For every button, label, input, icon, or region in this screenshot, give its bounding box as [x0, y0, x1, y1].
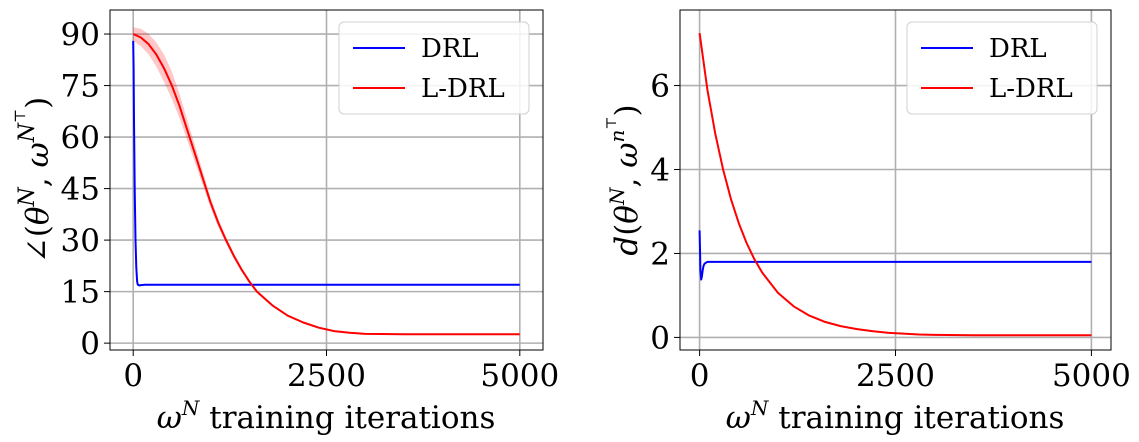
y-tick-label: 0 [650, 320, 670, 356]
series-lines [698, 32, 1092, 337]
x-label-omega: ω [726, 400, 751, 436]
y-tick-label: 30 [61, 223, 100, 259]
x-label-rest: training iterations [199, 400, 495, 436]
ticks: 0 2500 5000 0 15 30 45 60 75 90 [61, 17, 560, 394]
y-tick-label: 90 [61, 17, 100, 53]
legend: DRL L-DRL [906, 21, 1098, 115]
y-label-sup2: N [15, 122, 40, 143]
series-line-drl [132, 40, 520, 287]
x-tick-label: 5000 [1052, 358, 1131, 394]
y-axis-label: d(θN, ωn⊤) [604, 104, 645, 255]
legend-box [338, 21, 530, 115]
y-label-omega: ω [20, 142, 56, 167]
y-label-comma: , [20, 168, 56, 188]
x-label-omega: ω [157, 400, 182, 436]
y-tick-label: 60 [61, 120, 100, 156]
x-axis-label: ωN training iterations [157, 396, 496, 436]
legend-box [906, 21, 1098, 115]
x-label-sup: N [181, 396, 201, 420]
y-tick-label: 2 [650, 236, 670, 272]
ticks: 0 2500 5000 0 2 4 6 [650, 69, 1131, 394]
legend-label-l-drl: L-DRL [989, 74, 1073, 104]
y-label-open: ( [609, 224, 645, 236]
x-tick-label: 2500 [287, 358, 366, 394]
y-label-omega: ω [609, 143, 645, 168]
y-label-theta: θ [609, 205, 645, 224]
y-label-theta: θ [20, 206, 56, 225]
y-label-comma: , [609, 168, 645, 188]
y-tick-label: 0 [80, 326, 100, 362]
x-axis-label: ωN training iterations [726, 396, 1065, 436]
legend-label-drl: DRL [421, 34, 479, 64]
x-tick-label: 0 [690, 358, 710, 394]
y-axis-label: ∠(θN, ωN⊤) [11, 97, 56, 263]
y-label-sup3: ⊤ [604, 116, 620, 129]
x-tick-label: 5000 [480, 358, 559, 394]
x-tick-label: 0 [123, 358, 143, 394]
series-lines [132, 33, 520, 336]
series-line-l-drl [698, 32, 1092, 337]
x-label-rest: training iterations [768, 400, 1064, 436]
y-tick-label: 45 [61, 172, 100, 208]
y-tick-label: 75 [61, 69, 100, 105]
y-label-sup2: n [605, 130, 629, 143]
legend: DRL L-DRL [338, 21, 530, 115]
y-label-close: ) [609, 104, 645, 116]
y-tick-label: 4 [650, 153, 670, 189]
y-label-sup3: ⊤ [11, 109, 29, 123]
x-label-sup: N [750, 396, 770, 420]
y-label-d: d [609, 236, 645, 256]
y-label-close: ) [20, 97, 56, 109]
x-tick-label: 2500 [856, 358, 935, 394]
y-label-sup1: N [15, 186, 40, 207]
series-line-drl [698, 230, 1092, 281]
y-tick-label: 6 [650, 69, 670, 105]
legend-label-l-drl: L-DRL [421, 74, 505, 104]
y-tick-label: 15 [61, 275, 100, 311]
y-label-angle: ∠( [20, 225, 56, 263]
legend-label-drl: DRL [989, 34, 1047, 64]
series-line-l-drl [132, 33, 520, 336]
y-label-sup1: N [605, 186, 629, 206]
